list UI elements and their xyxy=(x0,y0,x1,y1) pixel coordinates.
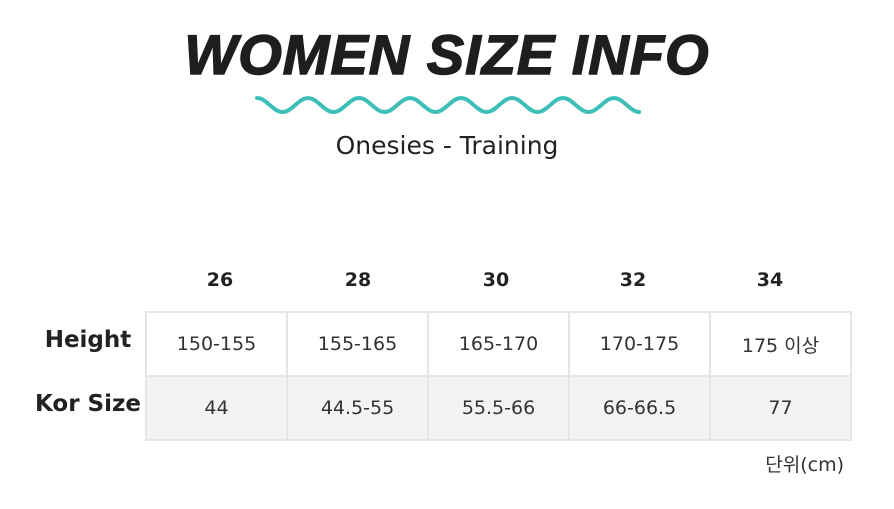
column-header: 26 xyxy=(206,269,234,291)
table-row: 44 44.5-55 55.5-66 66-66.5 77 xyxy=(145,375,852,441)
table-cell: 155-165 xyxy=(286,311,429,377)
column-header: 28 xyxy=(344,269,372,291)
table-cell: 66-66.5 xyxy=(568,375,711,441)
row-label-height: Height xyxy=(44,327,132,353)
column-header: 32 xyxy=(619,269,647,291)
table-cell: 77 xyxy=(709,375,852,441)
table-cell: 150-155 xyxy=(145,311,288,377)
table-cell: 55.5-66 xyxy=(427,375,570,441)
page-subtitle: Onesies - Training xyxy=(335,131,559,160)
table-cell: 170-175 xyxy=(568,311,711,377)
table-cell: 165-170 xyxy=(427,311,570,377)
wave-divider xyxy=(255,95,641,115)
table-cell: 175 이상 xyxy=(709,311,852,377)
column-header: 30 xyxy=(482,269,510,291)
column-header: 34 xyxy=(756,269,784,291)
table-row: 150-155 155-165 165-170 170-175 175 이상 xyxy=(145,311,852,377)
unit-note: 단위(cm) xyxy=(765,454,844,476)
row-label-kor-size: Kor Size xyxy=(34,391,141,417)
table-cell: 44 xyxy=(145,375,288,441)
table-cell: 44.5-55 xyxy=(286,375,429,441)
page-title: WOMEN SIZE INFO xyxy=(184,22,710,87)
size-table: 150-155 155-165 165-170 170-175 175 이상 4… xyxy=(145,311,852,441)
